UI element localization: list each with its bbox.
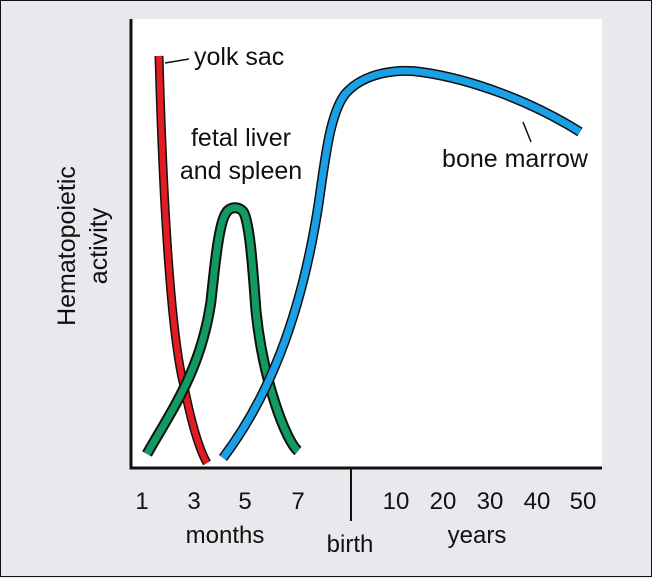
tick-label-month-5: 5	[238, 488, 251, 515]
y-axis-label-line2: activity	[85, 207, 113, 284]
tick-label-year-30: 30	[477, 488, 504, 515]
birth-label: birth	[327, 531, 374, 558]
tick-label-year-20: 20	[430, 488, 457, 515]
tick-label-month-7: 7	[291, 488, 304, 515]
y-axis-label-line1: Hematopoietic	[53, 166, 81, 326]
series-fetal-liver-spleen	[142, 202, 302, 457]
yolk-sac-leader	[164, 58, 190, 64]
fetal-liver-label-line1: fetal liver	[191, 124, 291, 152]
tick-label-year-40: 40	[524, 488, 551, 515]
fetal-liver-label-line2: and spleen	[180, 157, 302, 185]
tick-label-year-50: 50	[570, 488, 597, 515]
bone-marrow-line	[220, 67, 582, 461]
years-label: years	[448, 522, 507, 549]
yolk-sac-line	[156, 55, 210, 465]
tick-label-month-1: 1	[135, 488, 148, 515]
bone-marrow-leader	[522, 121, 532, 143]
yolk-sac-label: yolk sac	[194, 43, 284, 71]
series-bone-marrow	[219, 65, 583, 462]
bone-marrow-label: bone marrow	[442, 145, 589, 173]
tick-label-year-10: 10	[383, 488, 410, 515]
months-label: months	[186, 522, 265, 549]
tick-label-month-3: 3	[187, 488, 200, 515]
series-yolk-sac	[154, 55, 211, 466]
plot-area	[132, 19, 602, 467]
fetal-liver-spleen-line	[143, 204, 301, 456]
